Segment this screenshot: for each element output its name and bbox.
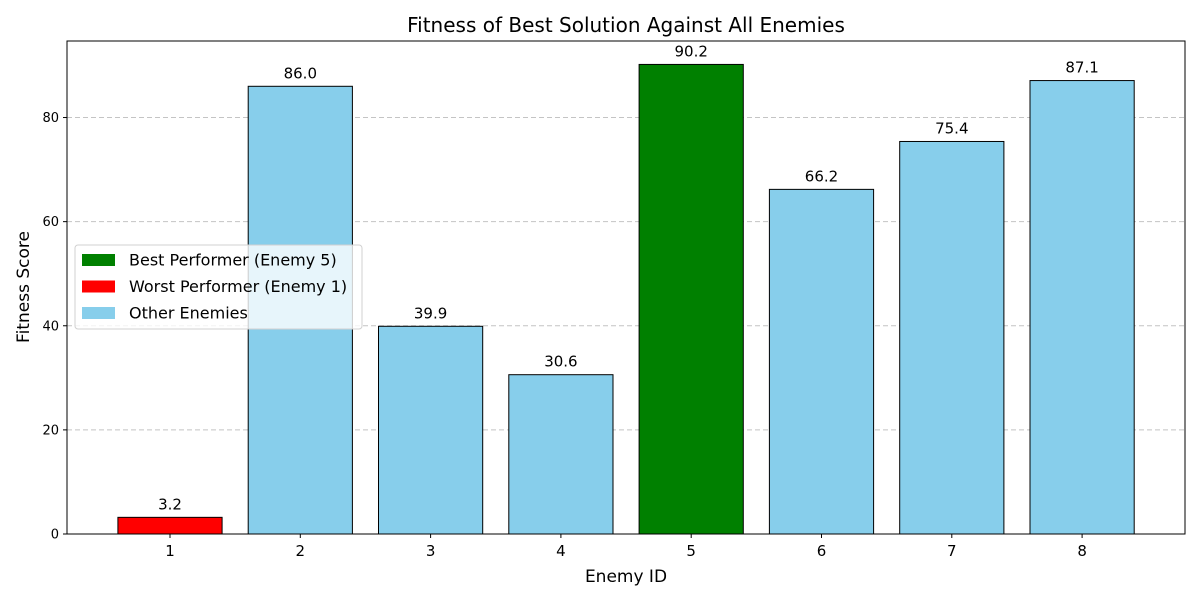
data-label: 39.9 — [414, 304, 447, 322]
x-tick-label: 2 — [296, 542, 306, 560]
legend-swatch-worst — [82, 280, 115, 293]
x-axis-ticks: 1 2 3 4 5 6 7 8 — [165, 534, 1087, 560]
y-tick-label: 80 — [42, 111, 59, 126]
bar-enemy-1 — [117, 516, 223, 535]
x-tick-label: 5 — [686, 542, 696, 560]
data-labels: 3.2 86.0 39.9 30.6 90.2 66.2 75.4 87.1 — [158, 42, 1099, 513]
bar-enemy-5 — [638, 63, 744, 535]
bar-enemy-6 — [768, 188, 875, 535]
x-tick-label: 8 — [1077, 542, 1087, 560]
chart-title: Fitness of Best Solution Against All Ene… — [407, 13, 845, 37]
x-axis-label: Enemy ID — [585, 567, 667, 587]
x-tick-label: 1 — [165, 542, 175, 560]
legend: Best Performer (Enemy 5) Worst Performer … — [74, 244, 363, 330]
legend-label: Best Performer (Enemy 5) — [129, 251, 337, 270]
x-tick-label: 3 — [426, 542, 436, 560]
y-axis-ticks: 0 20 40 60 80 — [42, 111, 67, 543]
y-tick-label: 0 — [51, 528, 59, 543]
data-label: 90.2 — [674, 42, 707, 60]
x-tick-label: 4 — [556, 542, 566, 560]
bar-enemy-4 — [508, 374, 614, 535]
y-axis-label: Fitness Score — [14, 231, 34, 343]
x-tick-label: 7 — [947, 542, 957, 560]
data-label: 75.4 — [935, 119, 968, 137]
y-tick-label: 60 — [42, 215, 59, 230]
bar-enemy-8 — [1029, 80, 1135, 535]
bar-enemy-7 — [899, 140, 1005, 535]
data-label: 66.2 — [805, 167, 838, 185]
data-label: 87.1 — [1065, 59, 1098, 77]
data-label: 86.0 — [284, 64, 317, 82]
legend-box — [74, 244, 363, 330]
data-label: 3.2 — [158, 495, 182, 513]
legend-swatch-best — [82, 254, 115, 266]
y-tick-label: 20 — [42, 423, 59, 438]
legend-label: Worst Performer (Enemy 1) — [129, 277, 347, 296]
plot-area-frame — [66, 40, 1186, 535]
y-tick-label: 40 — [42, 319, 59, 334]
bar-enemy-3 — [378, 325, 484, 535]
data-label: 30.6 — [544, 353, 577, 371]
legend-label: Other Enemies — [129, 304, 248, 323]
x-tick-label: 6 — [817, 542, 827, 560]
legend-swatch-other — [82, 307, 115, 319]
